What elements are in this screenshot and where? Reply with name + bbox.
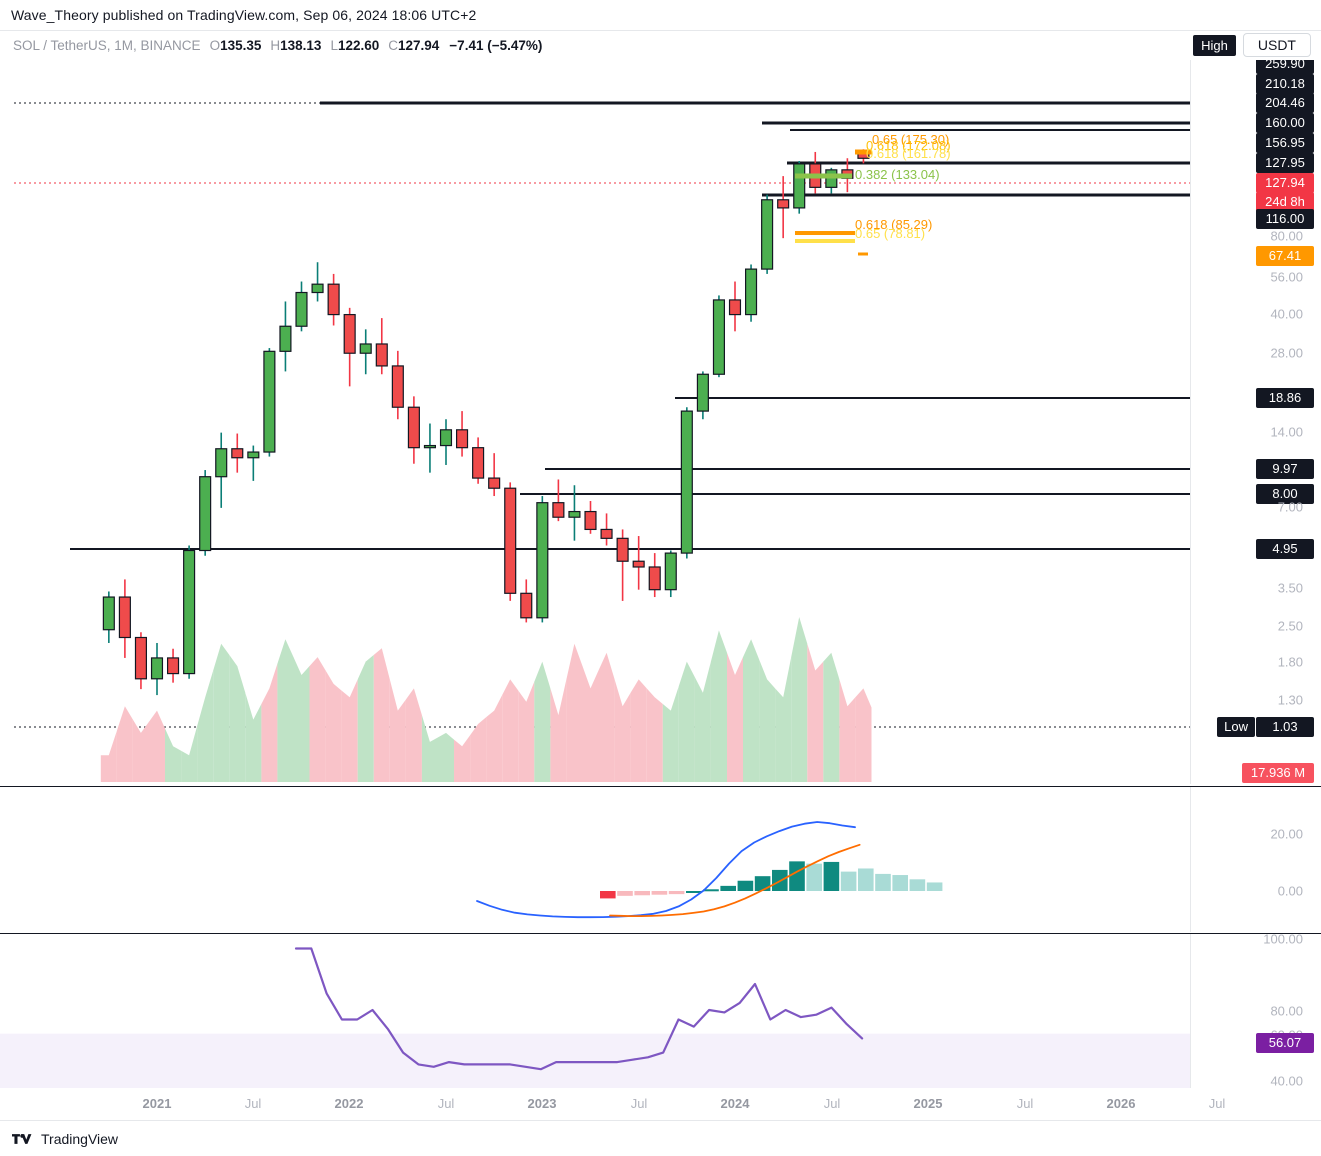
price-axis-tick: 2.50 — [1277, 618, 1303, 634]
symbol-name[interactable]: SOL / TetherUS, 1M, BINANCE — [13, 38, 201, 53]
price-level-tag[interactable]: 18.86 — [1256, 388, 1314, 408]
price-axis-tick: 40.00 — [1270, 306, 1303, 322]
close-value: 127.94 — [398, 38, 440, 53]
rsi-value-tag[interactable]: 56.07 — [1256, 1033, 1314, 1053]
price-axis-tick: 1.80 — [1277, 654, 1303, 670]
tradingview-wordmark: TradingView — [41, 1130, 119, 1147]
footer: TradingView — [0, 1120, 1321, 1156]
rsi-plot — [0, 947, 1190, 1088]
price-level-tag[interactable]: 259.90 — [1256, 60, 1314, 74]
macd-scale[interactable]: 20.00 0.00 — [1190, 787, 1321, 932]
price-level-tag[interactable]: 116.00 — [1256, 209, 1314, 229]
price-axis-tick: 3.50 — [1277, 580, 1303, 596]
price-axis-tick: 1.30 — [1277, 692, 1303, 708]
macd-axis-tick: 0.00 — [1277, 883, 1303, 899]
volume-value-tag[interactable]: 17.936 M — [1242, 763, 1314, 783]
currency-selector[interactable]: USDT — [1242, 33, 1311, 57]
rsi-band — [0, 1033, 1190, 1088]
price-axis-tick: 7.00 — [1277, 499, 1303, 515]
macd-pane[interactable]: 20.00 0.00 — [0, 786, 1321, 932]
rsi-axis-tick: 100.00 — [1263, 933, 1303, 947]
rsi-line — [294, 947, 864, 1071]
time-axis-label: 2024 — [720, 1096, 750, 1111]
time-axis-label: 2021 — [142, 1096, 172, 1111]
price-level-tag[interactable]: 160.00 — [1256, 113, 1314, 133]
price-scale[interactable]: 259.90 210.18 204.46 160.00 156.95 127.95 127.… — [1190, 60, 1321, 784]
low-key: L — [330, 38, 338, 53]
time-axis-label: Jul — [244, 1096, 262, 1111]
price-plot — [14, 101, 1190, 782]
time-axis-label: Jul — [630, 1096, 648, 1111]
time-axis-label: Jul — [1208, 1096, 1226, 1111]
symbol-legend: SOL / TetherUS, 1M, BINANCE O 135.35 H 138… — [0, 31, 1321, 60]
price-axis-tick: 28.00 — [1270, 345, 1303, 361]
macd-axis-tick: 20.00 — [1270, 826, 1303, 842]
time-axis-label: Jul — [823, 1096, 841, 1111]
tradingview-logo-icon — [12, 1133, 32, 1144]
candlestick-series[interactable] — [102, 149, 870, 696]
header-right-controls: High USDT — [1193, 33, 1311, 57]
macd-line — [476, 821, 856, 919]
high-badge: High — [1193, 34, 1236, 56]
change-value: −7.41 (−5.47%) — [449, 38, 543, 53]
price-level-tag[interactable]: 156.95 — [1256, 133, 1314, 153]
price-pane[interactable]: 259.90 210.18 204.46 160.00 156.95 127.95 127.… — [0, 60, 1321, 784]
time-axis-label: Jul — [437, 1096, 455, 1111]
close-key: C — [388, 38, 398, 53]
high-key: H — [270, 38, 281, 53]
time-axis-label: 2025 — [913, 1096, 943, 1111]
price-axis-tick: 56.00 — [1270, 269, 1303, 285]
price-level-tag[interactable]: 127.95 — [1256, 153, 1314, 173]
rsi-axis-tick: 40.00 — [1270, 1073, 1303, 1089]
publication-header: Wave_Theory published on TradingView.com… — [0, 0, 1321, 31]
time-axis-label: 2022 — [334, 1096, 364, 1111]
high-value: 138.13 — [280, 38, 322, 53]
low-value: 122.60 — [337, 38, 380, 53]
price-level-tag[interactable]: 210.18 — [1256, 74, 1314, 94]
time-axis-label: 2023 — [527, 1096, 557, 1111]
volume-area — [100, 617, 872, 782]
price-level-tag[interactable]: 8.00 — [1256, 484, 1314, 504]
last-price-tag[interactable]: 24d 8h — [1256, 192, 1314, 212]
macd-plot — [476, 821, 943, 919]
price-level-tag[interactable]: 1.03 — [1256, 717, 1314, 737]
time-axis-label: Jul — [1016, 1096, 1034, 1111]
publication-text: Wave_Theory published on TradingView.com… — [11, 7, 477, 23]
low-badge: Low — [1217, 717, 1255, 737]
price-level-tag[interactable]: 4.95 — [1256, 539, 1314, 559]
rsi-axis-tick: 80.00 — [1270, 1003, 1303, 1019]
macd-line — [609, 843, 861, 918]
macd-histogram — [600, 861, 943, 899]
last-price-tag[interactable]: 127.94 — [1256, 173, 1314, 193]
time-axis-label: 2026 — [1106, 1096, 1136, 1111]
price-axis-tick: 14.00 — [1270, 424, 1303, 440]
time-axis[interactable]: 2021 Jul 2022 Jul 2023 Jul 2024 Jul 2025 Jul 2026 J… — [0, 1088, 1321, 1120]
open-value: 135.35 — [220, 38, 262, 53]
price-axis-tick: 80.00 — [1270, 228, 1303, 244]
price-level-tag[interactable]: 204.46 — [1256, 93, 1314, 113]
open-key: O — [209, 38, 221, 53]
price-level-tag[interactable]: 67.41 — [1256, 246, 1314, 266]
price-level-tag[interactable]: 9.97 — [1256, 459, 1314, 479]
